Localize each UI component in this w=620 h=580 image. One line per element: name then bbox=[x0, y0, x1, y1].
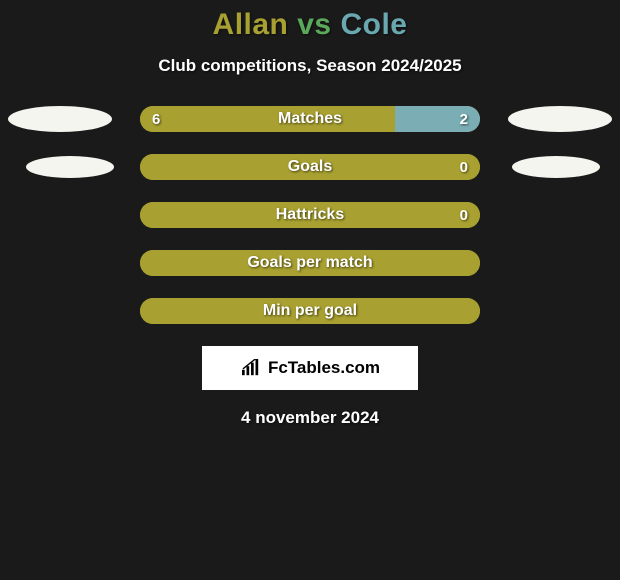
vs-text: vs bbox=[297, 8, 331, 41]
chart-icon bbox=[240, 359, 262, 377]
stat-row: Min per goal bbox=[0, 298, 620, 324]
bar-left-segment bbox=[140, 250, 480, 276]
right-value: 2 bbox=[460, 106, 468, 132]
left-value: 6 bbox=[152, 106, 160, 132]
stat-bar: 0Goals bbox=[140, 154, 480, 180]
player2-marker bbox=[508, 106, 612, 132]
logo-text: FcTables.com bbox=[268, 358, 380, 378]
stat-row: 0Goals bbox=[0, 154, 620, 180]
stat-row: Goals per match bbox=[0, 250, 620, 276]
stat-row: 0Hattricks bbox=[0, 202, 620, 228]
stat-rows: 62Matches0Goals0HattricksGoals per match… bbox=[0, 106, 620, 324]
bar-left-segment bbox=[140, 154, 480, 180]
page-title: Allan vs Cole bbox=[0, 8, 620, 42]
player1-marker bbox=[8, 106, 112, 132]
player1-marker bbox=[26, 156, 114, 178]
stat-bar: Goals per match bbox=[140, 250, 480, 276]
stat-bar: 62Matches bbox=[140, 106, 480, 132]
comparison-infographic: Allan vs Cole Club competitions, Season … bbox=[0, 0, 620, 428]
right-value: 0 bbox=[460, 154, 468, 180]
bar-left-segment bbox=[140, 202, 480, 228]
player2-marker bbox=[512, 156, 600, 178]
player1-name: Allan bbox=[213, 8, 289, 41]
stat-bar: Min per goal bbox=[140, 298, 480, 324]
bar-left-segment bbox=[140, 106, 395, 132]
stat-row: 62Matches bbox=[0, 106, 620, 132]
date-text: 4 november 2024 bbox=[0, 408, 620, 428]
right-value: 0 bbox=[460, 202, 468, 228]
subtitle: Club competitions, Season 2024/2025 bbox=[0, 56, 620, 76]
player2-name: Cole bbox=[340, 8, 407, 41]
stat-bar: 0Hattricks bbox=[140, 202, 480, 228]
bar-left-segment bbox=[140, 298, 480, 324]
logo-box: FcTables.com bbox=[202, 346, 418, 390]
